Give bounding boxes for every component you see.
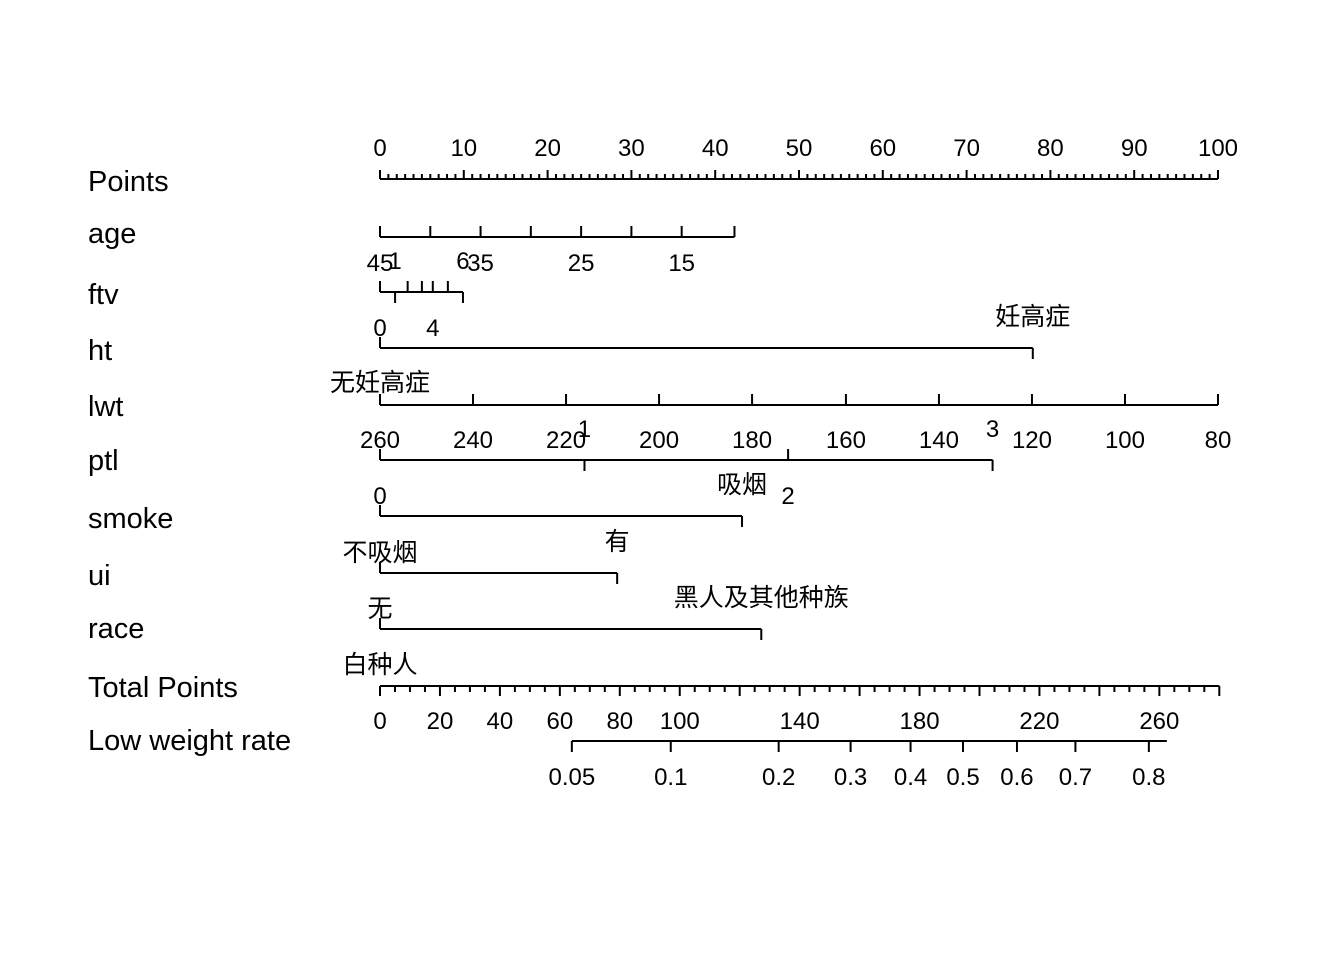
lwt-tick-label: 200: [639, 427, 679, 454]
total-points-tick-label: 80: [606, 708, 633, 735]
lwt-tick-label: 100: [1105, 427, 1145, 454]
ht-tick-label: 妊高症: [995, 302, 1070, 331]
points-axis-label: Points: [88, 166, 169, 198]
points-tick-label: 40: [702, 135, 729, 162]
age-tick-label: 25: [568, 250, 595, 277]
total-points-tick-label: 40: [487, 708, 514, 735]
ptl-tick-label: 0: [373, 483, 386, 510]
lwt-tick-label: 160: [826, 427, 866, 454]
probability-tick-label: 0.4: [894, 764, 927, 791]
race-tick-label: 黑人及其他种族: [674, 583, 849, 612]
ftv-tick-label: 1: [388, 248, 401, 275]
ftv-tick-label: 6: [456, 248, 469, 275]
age-label: age: [88, 218, 136, 250]
lwt-tick-label: 180: [732, 427, 772, 454]
probability-tick-label: 0.1: [654, 764, 687, 791]
age-tick-label: 35: [467, 250, 494, 277]
smoke-tick-label: 吸烟: [717, 470, 767, 499]
low-weight-rate-label: Low weight rate: [88, 725, 291, 757]
probability-tick-label: 0.3: [834, 764, 867, 791]
points-tick-label: 50: [786, 135, 813, 162]
probability-tick-label: 0.2: [762, 764, 795, 791]
total-points-tick-label: 180: [900, 708, 940, 735]
ht-label: ht: [88, 335, 112, 367]
lwt-tick-label: 120: [1012, 427, 1052, 454]
ptl-tick-label: 3: [986, 416, 999, 443]
probability-tick-label: 0.5: [946, 764, 979, 791]
ftv-tick-label: 4: [426, 315, 439, 342]
lwt-tick-label: 140: [919, 427, 959, 454]
points-tick-label: 0: [373, 135, 386, 162]
ui-tick-label: 有: [605, 527, 630, 556]
ftv-label: ftv: [88, 279, 119, 311]
ui-label: ui: [88, 560, 111, 592]
points-tick-label: 70: [953, 135, 980, 162]
points-tick-label: 10: [450, 135, 477, 162]
points-tick-label: 90: [1121, 135, 1148, 162]
points-tick-label: 100: [1198, 135, 1238, 162]
points-tick-label: 30: [618, 135, 645, 162]
lwt-tick-label: 240: [453, 427, 493, 454]
lwt-tick-label: 80: [1205, 427, 1232, 454]
lwt-tick-label: 220: [546, 427, 586, 454]
probability-tick-label: 0.6: [1000, 764, 1033, 791]
total-points-tick-label: 220: [1019, 708, 1059, 735]
race-tick-label: 白种人: [342, 650, 417, 679]
ptl-tick-label: 1: [578, 416, 591, 443]
probability-tick-label: 0.05: [548, 764, 595, 791]
smoke-label: smoke: [88, 503, 173, 535]
total-points-label: Total Points: [88, 672, 238, 704]
ptl-label: ptl: [88, 445, 119, 477]
ptl-tick-label: 2: [781, 483, 794, 510]
total-points-tick-label: 100: [660, 708, 700, 735]
ht-tick-label: 无妊高症: [330, 368, 430, 397]
lwt-label: lwt: [88, 391, 123, 423]
probability-tick-label: 0.8: [1132, 764, 1165, 791]
total-points-tick-label: 260: [1139, 708, 1179, 735]
points-tick-label: 20: [534, 135, 561, 162]
probability-tick-label: 0.7: [1059, 764, 1092, 791]
total-points-tick-label: 20: [427, 708, 454, 735]
age-tick-label: 15: [668, 250, 695, 277]
race-label: race: [88, 613, 144, 645]
total-points-tick-label: 60: [546, 708, 573, 735]
total-points-tick-label: 140: [780, 708, 820, 735]
ftv-tick-label: 0: [373, 315, 386, 342]
points-tick-label: 60: [869, 135, 896, 162]
points-tick-label: 80: [1037, 135, 1064, 162]
age-tick-label: 45: [367, 250, 394, 277]
total-points-tick-label: 0: [373, 708, 386, 735]
